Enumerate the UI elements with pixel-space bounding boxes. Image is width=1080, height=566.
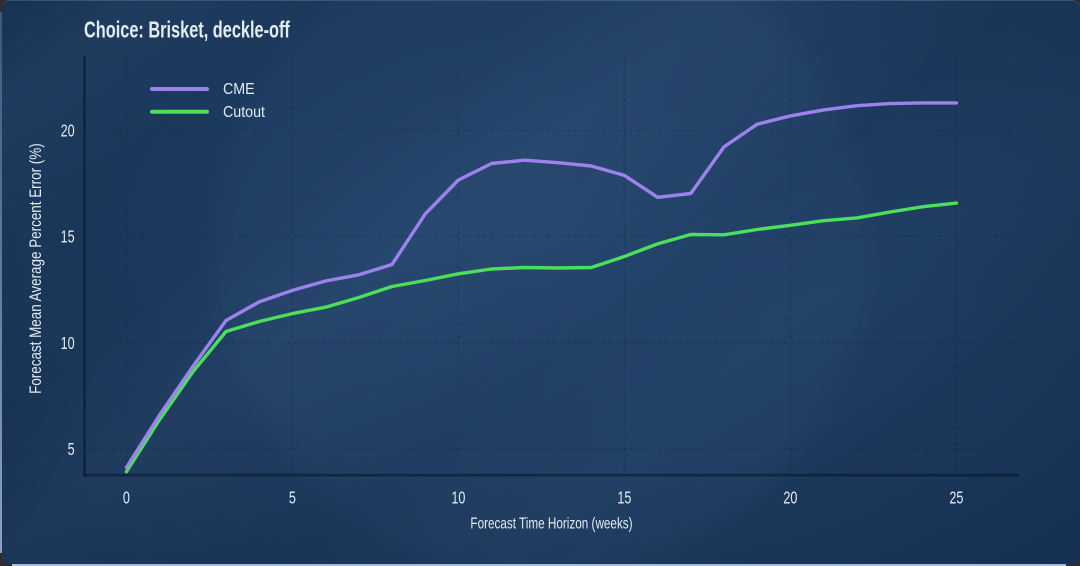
svg-text:20: 20 xyxy=(783,489,797,509)
svg-text:Forecast Time Horizon (weeks): Forecast Time Horizon (weeks) xyxy=(470,514,632,532)
svg-text:15: 15 xyxy=(617,489,631,509)
svg-text:0: 0 xyxy=(123,489,130,509)
svg-text:10: 10 xyxy=(451,489,465,509)
svg-text:15: 15 xyxy=(61,228,75,248)
svg-text:5: 5 xyxy=(68,440,75,460)
svg-text:Cutout: Cutout xyxy=(223,104,266,121)
svg-text:20: 20 xyxy=(61,122,75,142)
svg-text:Choice: Brisket, deckle-off: Choice: Brisket, deckle-off xyxy=(84,18,290,44)
svg-text:Forecast Mean Average Percent: Forecast Mean Average Percent Error (%) xyxy=(27,143,46,394)
svg-text:5: 5 xyxy=(289,489,296,509)
svg-text:CME: CME xyxy=(223,81,255,98)
svg-text:10: 10 xyxy=(61,334,75,354)
svg-text:25: 25 xyxy=(949,489,963,509)
